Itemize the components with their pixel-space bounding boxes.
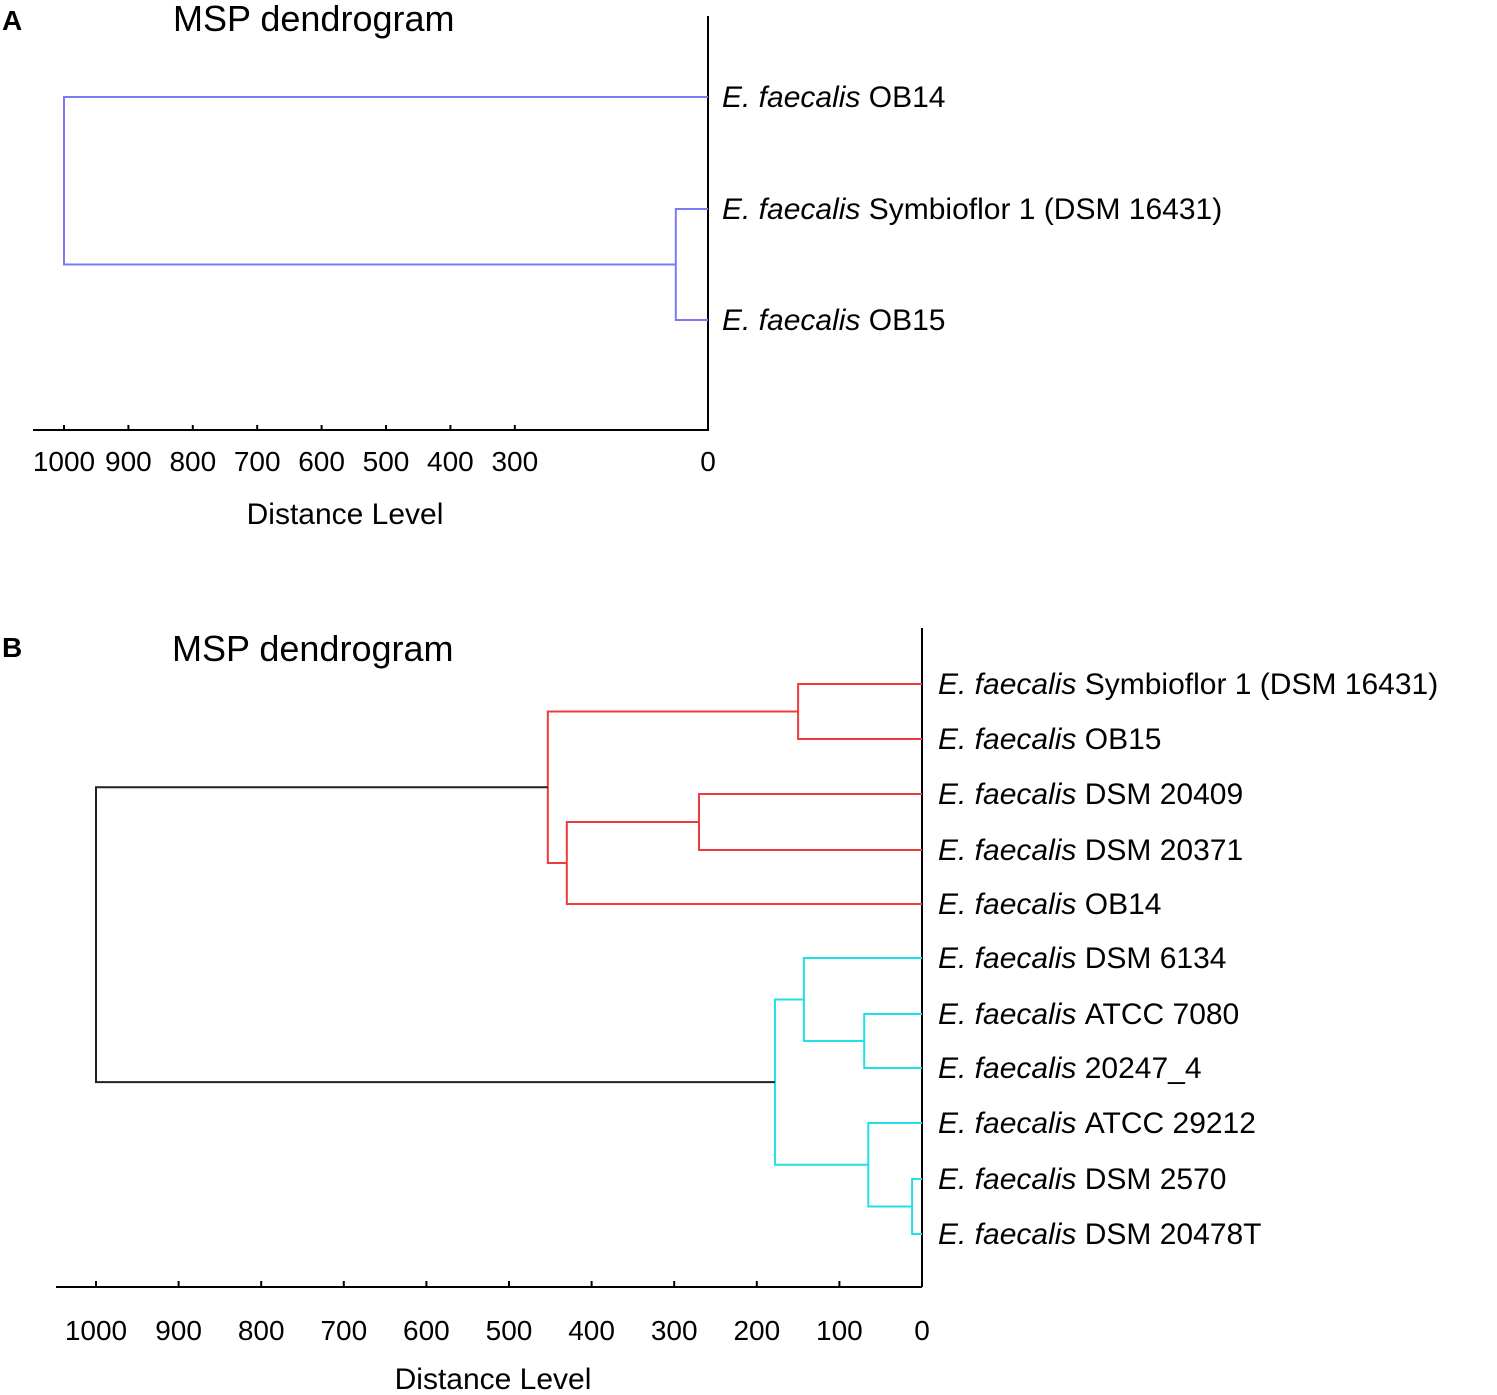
panel-b-leaf-genus: E. faecalis: [938, 1052, 1085, 1085]
panel-b-leaf-label: E. faecalis ATCC 7080: [938, 998, 1239, 1031]
panel-b-branch-c2: [802, 957, 922, 1042]
panel-b-tick-label: 700: [320, 1315, 367, 1346]
panel-b-leaf-label: E. faecalis DSM 6134: [938, 942, 1226, 975]
panel-b-leaf-strain: ATCC 29212: [1085, 1107, 1256, 1140]
panel-a-tick-label: 800: [169, 446, 216, 477]
panel-b-tick-label: 600: [403, 1315, 450, 1346]
panel-b-branch-root: [95, 786, 775, 1084]
panel-b-tick-label: 200: [733, 1315, 780, 1346]
panel-b-branch-r4: [546, 710, 799, 864]
panel-b-tick-label: 900: [155, 1315, 202, 1346]
panel-a-leaf-label: E. faecalis OB14: [722, 81, 945, 114]
panel-b-tick-label: 800: [238, 1315, 285, 1346]
panel-b-tick-label: 300: [651, 1315, 698, 1346]
panel-b-leaf-label: E. faecalis Symbioflor 1 (DSM 16431): [938, 668, 1438, 701]
panel-a-x-axis-label: Distance Level: [247, 498, 444, 531]
panel-a: A MSP dendrogram 1000 900 800 700 600 500 400 3…: [2, 0, 1222, 531]
panel-b-leaf-labels: E. faecalis Symbioflor 1 (DSM 16431)E. f…: [938, 668, 1438, 1251]
panel-a-branch-a1: [674, 208, 708, 321]
panel-b-branch-r2: [697, 793, 922, 851]
panel-b-leaf-strain: DSM 2570: [1085, 1163, 1227, 1196]
panel-b-leaf-strain: DSM 20478T: [1085, 1218, 1262, 1251]
panel-a-dendrogram-branches: [63, 96, 708, 321]
panel-b-tick-label: 100: [816, 1315, 863, 1346]
panel-a-leaf-label: E. faecalis OB15: [722, 304, 945, 337]
panel-b-leaf-label: E. faecalis DSM 20409: [938, 778, 1243, 811]
panel-a-x-ticks: 1000 900 800 700 600 500 400 300 0: [33, 425, 716, 477]
panel-a-tick-label: 500: [363, 446, 410, 477]
panel-b-leaf-strain: DSM 20371: [1085, 834, 1243, 867]
panel-b-leaf-strain: Symbioflor 1 (DSM 16431): [1085, 668, 1438, 701]
panel-b-x-axis-label: Distance Level: [395, 1363, 592, 1395]
panel-b-leaf-genus: E. faecalis: [938, 942, 1085, 975]
panel-b-tick-label: 400: [568, 1315, 615, 1346]
panel-a-leaf-genus: E. faecalis: [722, 81, 869, 114]
panel-b-leaf-strain: DSM 20409: [1085, 778, 1243, 811]
panel-b-leaf-label: E. faecalis OB14: [938, 888, 1161, 921]
panel-a-leaf-strain: OB14: [869, 81, 946, 114]
panel-b-leaf-genus: E. faecalis: [938, 1218, 1085, 1251]
panel-a-leaf-strain: Symbioflor 1 (DSM 16431): [869, 193, 1222, 226]
panel-b-leaf-genus: E. faecalis: [938, 668, 1085, 701]
panel-b-leaf-label: E. faecalis DSM 20478T: [938, 1218, 1261, 1251]
panel-b-leaf-label: E. faecalis ATCC 29212: [938, 1107, 1256, 1140]
panel-a-leaf-genus: E. faecalis: [722, 304, 869, 337]
panel-a-branch-a2: [63, 96, 708, 266]
panel-a-leaf-label: E. faecalis Symbioflor 1 (DSM 16431): [722, 193, 1222, 226]
panel-b-branch-r3: [565, 821, 922, 905]
panel-b-title: MSP dendrogram: [172, 628, 453, 669]
panel-b-branch-r1: [797, 683, 922, 740]
panel-b-branch-c1: [863, 1013, 922, 1069]
panel-b-leaf-genus: E. faecalis: [938, 1107, 1085, 1140]
panel-a-title: MSP dendrogram: [173, 0, 454, 39]
panel-b-leaf-label: E. faecalis DSM 20371: [938, 834, 1243, 867]
panel-a-tick-label: 1000: [33, 446, 95, 477]
panel-b-branch-c5: [773, 998, 869, 1166]
panel-a-tick-label: 700: [234, 446, 281, 477]
panel-a-tick-label: 0: [700, 446, 716, 477]
panel-b-leaf-strain: 20247_4: [1085, 1052, 1202, 1085]
panel-a-tick-label: 600: [298, 446, 345, 477]
panel-b-leaf-genus: E. faecalis: [938, 778, 1085, 811]
panel-b-leaf-genus: E. faecalis: [938, 1163, 1085, 1196]
panel-b-branch-c3: [911, 1178, 922, 1235]
panel-a-leaf-strain: OB15: [869, 304, 946, 337]
panel-b-tick-label: 1000: [65, 1315, 127, 1346]
panel-b: B MSP dendrogram 1000 900 800 700 600 500 400 3…: [2, 628, 1438, 1395]
panel-b-leaf-label: E. faecalis OB15: [938, 723, 1161, 756]
panel-b-leaf-label: E. faecalis DSM 2570: [938, 1163, 1226, 1196]
panel-b-x-ticks: 1000 900 800 700 600 500 400 300 200 100 0: [65, 1281, 930, 1346]
panel-b-leaf-label: E. faecalis 20247_4: [938, 1052, 1202, 1085]
panel-a-leaf-genus: E. faecalis: [722, 193, 869, 226]
panel-a-letter: A: [2, 5, 22, 36]
panel-b-leaf-genus: E. faecalis: [938, 723, 1085, 756]
panel-b-letter: B: [2, 632, 22, 663]
panel-b-leaf-strain: OB14: [1085, 888, 1162, 921]
panel-b-leaf-genus: E. faecalis: [938, 998, 1085, 1031]
panel-b-branch-c4: [867, 1122, 922, 1208]
panel-a-tick-label: 300: [491, 446, 538, 477]
panel-b-dendrogram-branches: [95, 683, 922, 1235]
panel-b-leaf-strain: ATCC 7080: [1085, 998, 1240, 1031]
panel-b-tick-label: 0: [914, 1315, 930, 1346]
panel-a-tick-label: 400: [427, 446, 474, 477]
panel-b-leaf-genus: E. faecalis: [938, 834, 1085, 867]
panel-b-tick-label: 500: [486, 1315, 533, 1346]
panel-b-leaf-strain: DSM 6134: [1085, 942, 1227, 975]
panel-a-tick-label: 900: [105, 446, 152, 477]
panel-b-leaf-genus: E. faecalis: [938, 888, 1085, 921]
panel-b-leaf-strain: OB15: [1085, 723, 1162, 756]
